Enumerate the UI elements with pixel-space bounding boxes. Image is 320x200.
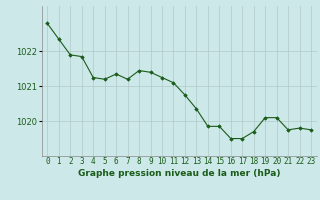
X-axis label: Graphe pression niveau de la mer (hPa): Graphe pression niveau de la mer (hPa) bbox=[78, 169, 280, 178]
